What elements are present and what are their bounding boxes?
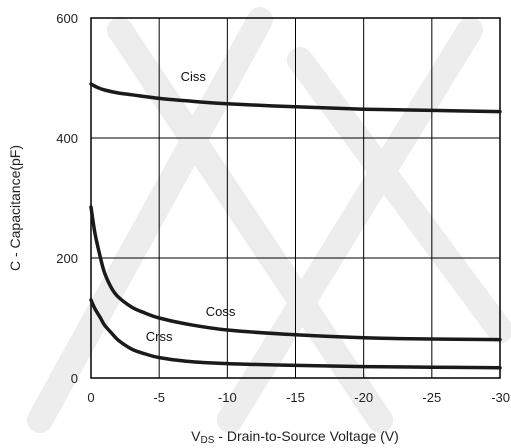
- wm-stroke-2: [217, 17, 483, 433]
- x-tick-label: -20: [354, 390, 373, 405]
- series-label-ciss: Ciss: [181, 69, 207, 84]
- x-tick-label: -5: [153, 390, 165, 405]
- x-tick-label: 0: [87, 390, 94, 405]
- x-tick-labels: 0 -5 -10 -15 -20 -25 -30: [87, 390, 510, 405]
- watermark: [27, 7, 511, 433]
- x-axis-label-rest: - Drain-to-Source Voltage (V): [214, 428, 398, 444]
- x-tick-label: -10: [218, 390, 237, 405]
- x-axis-label: VDS - Drain-to-Source Voltage (V): [191, 428, 399, 446]
- y-tick-label: 0: [71, 371, 78, 386]
- series-line-crss: [89, 298, 502, 370]
- y-tick-labels: 0 200 400 600: [56, 11, 78, 386]
- x-tick-label: -25: [422, 390, 441, 405]
- y-tick-label: 600: [56, 11, 78, 26]
- series-line-ciss: [89, 82, 502, 114]
- x-tick-label: -30: [491, 390, 510, 405]
- x-axis-label-v: V: [191, 428, 201, 444]
- wm-stroke-3: [107, 17, 393, 433]
- wm-stroke-4: [287, 47, 511, 343]
- plot-frame: [90, 17, 501, 379]
- series-line-coss: [89, 205, 502, 342]
- series-labels: Ciss Coss Crss: [146, 69, 236, 344]
- x-tick-label: -15: [286, 390, 305, 405]
- y-axis-label: C - Capacitance(pF): [7, 145, 23, 271]
- y-tick-label: 200: [56, 251, 78, 266]
- x-axis-label-sub: DS: [201, 435, 215, 446]
- series-label-crss: Crss: [146, 329, 173, 344]
- wm-stroke-1: [27, 7, 273, 433]
- series-label-coss: Coss: [206, 304, 236, 319]
- series-lines: [89, 82, 502, 370]
- y-tick-label: 400: [56, 131, 78, 146]
